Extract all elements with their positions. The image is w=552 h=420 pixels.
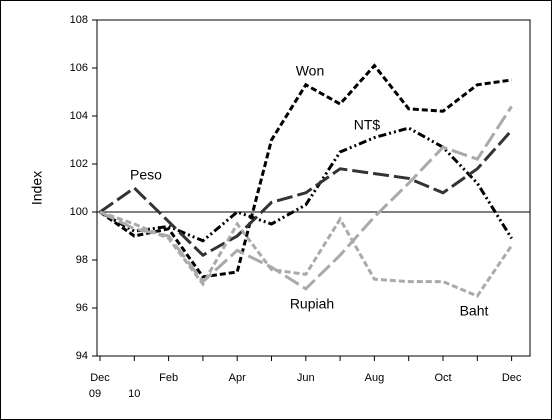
series-line — [99, 63, 512, 279]
series-line — [99, 105, 513, 291]
y-tick-label: 94 — [76, 350, 88, 362]
series-label: NT$ — [354, 117, 381, 133]
x-tick-label: Dec — [502, 372, 522, 384]
y-tick-label: 106 — [70, 62, 88, 74]
y-tick-label: 102 — [70, 158, 88, 170]
y-tick-label: 108 — [70, 14, 88, 26]
x-tick-sublabel: 10 — [128, 388, 140, 400]
series-label: Won — [296, 63, 325, 79]
y-axis-label: Index — [29, 171, 45, 205]
y-tick-label: 96 — [76, 302, 88, 314]
x-tick-label: Apr — [229, 372, 246, 384]
x-tick-label: Aug — [365, 372, 385, 384]
series-label: Baht — [460, 303, 489, 319]
x-tick-label: Dec — [90, 372, 110, 384]
plot-area — [96, 19, 531, 357]
series-line — [99, 210, 513, 298]
x-tick-sublabel: 09 — [89, 388, 101, 400]
x-tick-label: Jun — [297, 372, 315, 384]
series-line — [99, 129, 513, 258]
x-tick-label: Feb — [159, 372, 178, 384]
series-label: Peso — [130, 167, 162, 183]
y-tick-label: 98 — [76, 254, 88, 266]
y-tick-label: 104 — [70, 110, 88, 122]
y-tick-label: 100 — [70, 206, 88, 218]
series-label: Rupiah — [290, 296, 334, 312]
x-tick-label: Oct — [434, 372, 451, 384]
